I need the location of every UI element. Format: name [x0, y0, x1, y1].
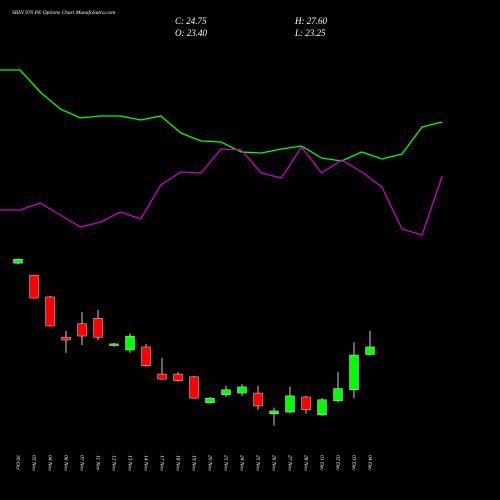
x-tick-label: 19 Nov [191, 455, 197, 471]
candle-body [317, 399, 327, 416]
candle-body [301, 396, 311, 411]
x-tick-label: 04 Dec [367, 455, 374, 471]
x-tick-label: 18 Nov [175, 455, 181, 471]
x-tick-label: 25 Nov [255, 455, 261, 471]
x-tick-label: 07 Nov [79, 455, 85, 471]
x-tick-label: 03 Dec [351, 455, 357, 471]
candle-body [93, 317, 103, 338]
candle-body [125, 335, 135, 351]
candle-body [365, 346, 375, 355]
header-high: H: 27.60 [294, 16, 327, 26]
x-tick-label: 28 Nov [303, 455, 309, 471]
x-tick-label: 12 Nov [111, 455, 117, 471]
x-tick-label: 01 Dec [319, 455, 325, 471]
chart-title: SBIN 970 PE Options Chart MunafaSutra.co… [12, 9, 115, 16]
candle-body [269, 410, 279, 414]
x-tick-label: 21 Nov [223, 455, 229, 471]
candle-body [29, 274, 39, 299]
header-close: C: 24.75 [175, 16, 207, 26]
candle-body [61, 336, 71, 341]
candle-body [221, 389, 231, 395]
x-tick-label: 26 Nov [271, 455, 277, 471]
x-tick-label: 14 Nov [143, 455, 150, 471]
candle-body [157, 373, 167, 380]
candle-body [285, 395, 295, 413]
header-open: O: 23.40 [175, 28, 207, 38]
candle-body [253, 392, 263, 407]
x-tick-label: 27 Nov [287, 455, 293, 471]
candle-body [189, 376, 199, 399]
candle-body [109, 343, 119, 346]
candle-body [237, 386, 247, 394]
x-tick-label: 20 Nov [207, 455, 213, 471]
candle-body [333, 388, 343, 402]
candle-body [13, 258, 23, 264]
indicator-line [0, 69, 443, 162]
x-tick-label: 02 Dec [335, 455, 341, 471]
header-low: L: 23.25 [294, 28, 326, 38]
x-tick-label: 11 Nov [95, 455, 101, 471]
x-tick-label: 04 Nov [47, 455, 54, 471]
indicator-line [0, 145, 443, 236]
candle-body [205, 397, 215, 404]
x-tick-label: 24 Nov [239, 455, 246, 471]
x-tick-label: 06 Nov [63, 455, 69, 471]
x-tick-label: 13 Nov [127, 455, 133, 471]
candle-body [45, 296, 55, 327]
candle-body [173, 373, 183, 381]
x-tick-label: 03 Nov [31, 455, 37, 471]
x-tick-label: 17 Nov [159, 455, 165, 471]
candle-body [349, 354, 359, 390]
candle-body [77, 323, 87, 337]
x-tick-label: 30 Oct [15, 454, 21, 470]
candle-body [141, 346, 151, 366]
